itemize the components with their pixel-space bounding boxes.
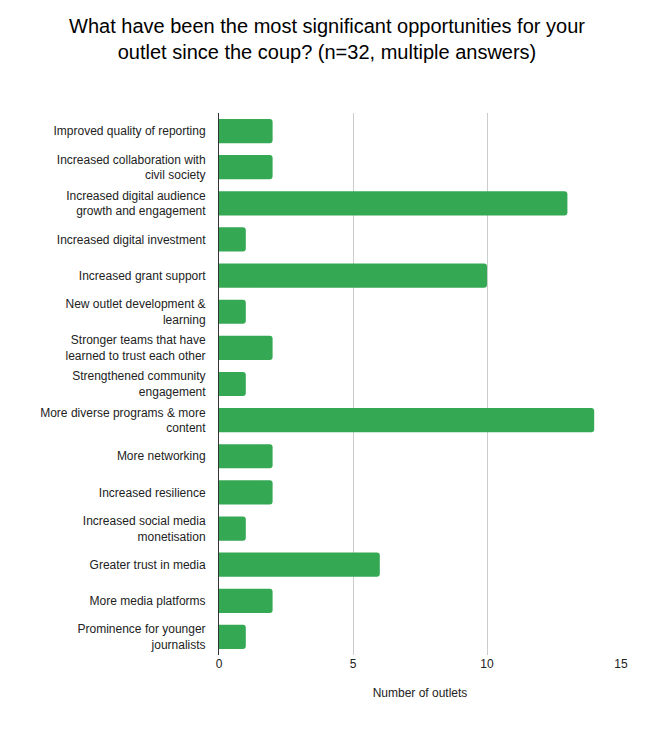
svg-text:New outlet development &learni: New outlet development &learning	[66, 297, 206, 327]
svg-text:Increased social mediamonetisa: Increased social mediamonetisation	[83, 514, 206, 544]
svg-text:Increased digital investment: Increased digital investment	[57, 233, 206, 247]
svg-text:Increased resilience: Increased resilience	[99, 486, 206, 500]
svg-text:5: 5	[350, 657, 357, 671]
svg-text:Stronger teams that havelearne: Stronger teams that havelearned to trust…	[66, 333, 206, 363]
svg-text:Number of outlets: Number of outlets	[373, 686, 468, 700]
svg-text:Greater trust in media: Greater trust in media	[90, 558, 206, 572]
svg-text:Prominence for youngerjournali: Prominence for youngerjournalists	[78, 622, 206, 652]
svg-text:Improved quality of reporting: Improved quality of reporting	[54, 124, 206, 138]
svg-text:Increased collaboration withci: Increased collaboration withcivil societ…	[57, 153, 206, 183]
svg-text:10: 10	[480, 657, 494, 671]
svg-text:More diverse programs & moreco: More diverse programs & morecontent	[40, 406, 206, 436]
svg-text:0: 0	[216, 657, 223, 671]
svg-text:More media platforms: More media platforms	[90, 594, 206, 608]
svg-text:15: 15	[614, 657, 628, 671]
svg-text:Strengthened communityengageme: Strengthened communityengagement	[72, 369, 206, 399]
svg-text:Increased grant support: Increased grant support	[79, 269, 206, 283]
svg-text:Increased digital audiencegrow: Increased digital audiencegrowth and eng…	[66, 189, 206, 219]
svg-text:What have been the most signif: What have been the most significant oppo…	[69, 15, 585, 63]
svg-text:More networking: More networking	[117, 449, 206, 463]
